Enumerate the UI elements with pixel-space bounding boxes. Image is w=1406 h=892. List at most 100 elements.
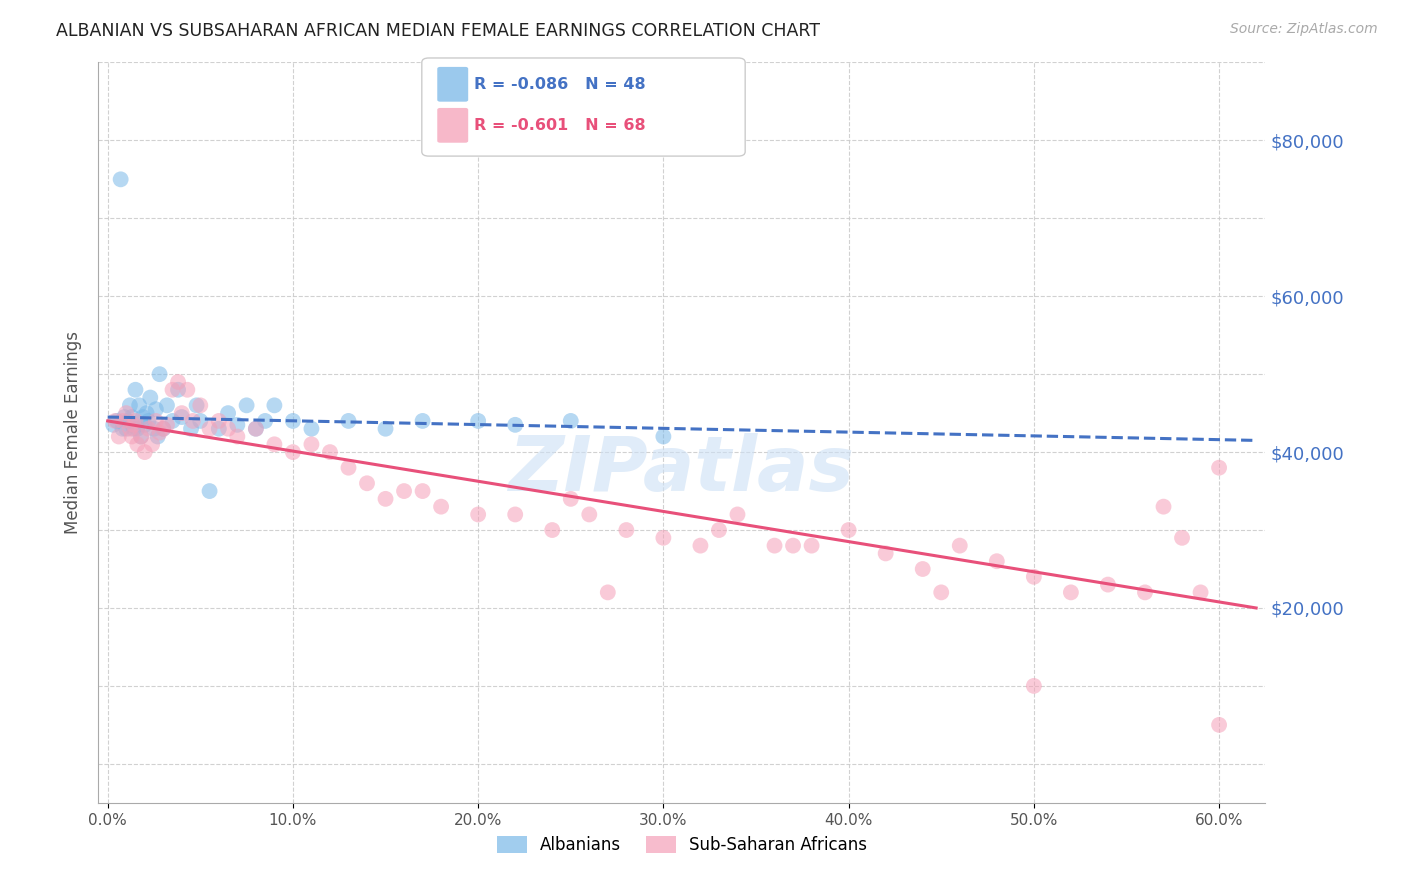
Point	[141, 437, 163, 451]
Point	[1189, 585, 1212, 599]
Point	[652, 429, 675, 443]
Point	[301, 422, 323, 436]
Point	[167, 383, 190, 397]
Point	[356, 476, 378, 491]
Point	[103, 417, 125, 432]
Point	[782, 539, 804, 553]
Point	[727, 508, 749, 522]
Point	[614, 523, 637, 537]
Point	[374, 491, 396, 506]
Point	[146, 429, 169, 443]
Point	[430, 500, 453, 514]
Point	[838, 523, 860, 537]
Point	[170, 406, 193, 420]
Point	[911, 562, 934, 576]
Point	[129, 429, 152, 443]
Point	[112, 410, 135, 425]
Point	[111, 414, 134, 428]
Point	[281, 414, 304, 428]
Point	[132, 410, 155, 425]
Point	[148, 367, 170, 381]
Y-axis label: Median Female Earnings: Median Female Earnings	[65, 331, 83, 534]
Point	[1022, 570, 1045, 584]
Point	[186, 398, 208, 412]
Point	[162, 414, 184, 428]
Point	[245, 422, 267, 436]
Point	[107, 429, 129, 443]
Point	[152, 422, 174, 436]
Point	[127, 422, 149, 436]
Point	[560, 491, 582, 506]
Point	[217, 422, 239, 436]
Point	[412, 414, 434, 428]
Point	[467, 508, 489, 522]
Point	[134, 417, 156, 432]
Point	[1133, 585, 1156, 599]
Point	[162, 383, 184, 397]
Point	[929, 585, 952, 599]
Point	[124, 414, 146, 428]
Point	[503, 417, 526, 432]
Point	[217, 406, 239, 420]
Point	[208, 422, 231, 436]
Point	[1153, 500, 1175, 514]
Point	[156, 417, 179, 432]
Point	[152, 422, 174, 436]
Point	[148, 425, 170, 440]
Point	[188, 414, 211, 428]
Point	[301, 437, 323, 451]
Point	[1060, 585, 1083, 599]
Point	[110, 172, 132, 186]
Point	[800, 539, 823, 553]
Point	[122, 422, 145, 436]
Point	[121, 429, 143, 443]
Point	[170, 410, 193, 425]
Point	[118, 398, 141, 412]
Text: R = -0.601   N = 68: R = -0.601 N = 68	[474, 118, 645, 133]
Text: ZIPatlas: ZIPatlas	[509, 433, 855, 507]
Point	[1022, 679, 1045, 693]
Point	[111, 422, 134, 436]
Point	[337, 414, 360, 428]
Point	[138, 422, 160, 436]
Point	[135, 406, 157, 420]
Point	[138, 414, 160, 428]
Point	[374, 422, 396, 436]
Point	[226, 417, 249, 432]
Point	[176, 383, 198, 397]
Point	[145, 402, 167, 417]
Point	[121, 410, 143, 425]
Point	[392, 484, 415, 499]
Point	[115, 406, 138, 420]
Legend: Albanians, Sub-Saharan Africans: Albanians, Sub-Saharan Africans	[489, 830, 875, 861]
Point	[1208, 460, 1230, 475]
Point	[263, 398, 285, 412]
Point	[145, 414, 167, 428]
Point	[1097, 577, 1119, 591]
Point	[503, 508, 526, 522]
Point	[104, 414, 127, 428]
Point	[127, 437, 149, 451]
Point	[1208, 718, 1230, 732]
Point	[143, 422, 166, 436]
Point	[122, 417, 145, 432]
Point	[652, 531, 675, 545]
Point	[689, 539, 711, 553]
Point	[198, 484, 221, 499]
Text: Source: ZipAtlas.com: Source: ZipAtlas.com	[1230, 22, 1378, 37]
Point	[134, 445, 156, 459]
Point	[337, 460, 360, 475]
Point	[139, 391, 162, 405]
Point	[707, 523, 730, 537]
Point	[198, 422, 221, 436]
Point	[412, 484, 434, 499]
Point	[245, 422, 267, 436]
Point	[129, 429, 152, 443]
Point	[156, 398, 179, 412]
Point	[986, 554, 1008, 568]
Point	[467, 414, 489, 428]
Point	[578, 508, 600, 522]
Point	[541, 523, 564, 537]
Point	[105, 414, 128, 428]
Text: ALBANIAN VS SUBSAHARAN AFRICAN MEDIAN FEMALE EARNINGS CORRELATION CHART: ALBANIAN VS SUBSAHARAN AFRICAN MEDIAN FE…	[56, 22, 820, 40]
